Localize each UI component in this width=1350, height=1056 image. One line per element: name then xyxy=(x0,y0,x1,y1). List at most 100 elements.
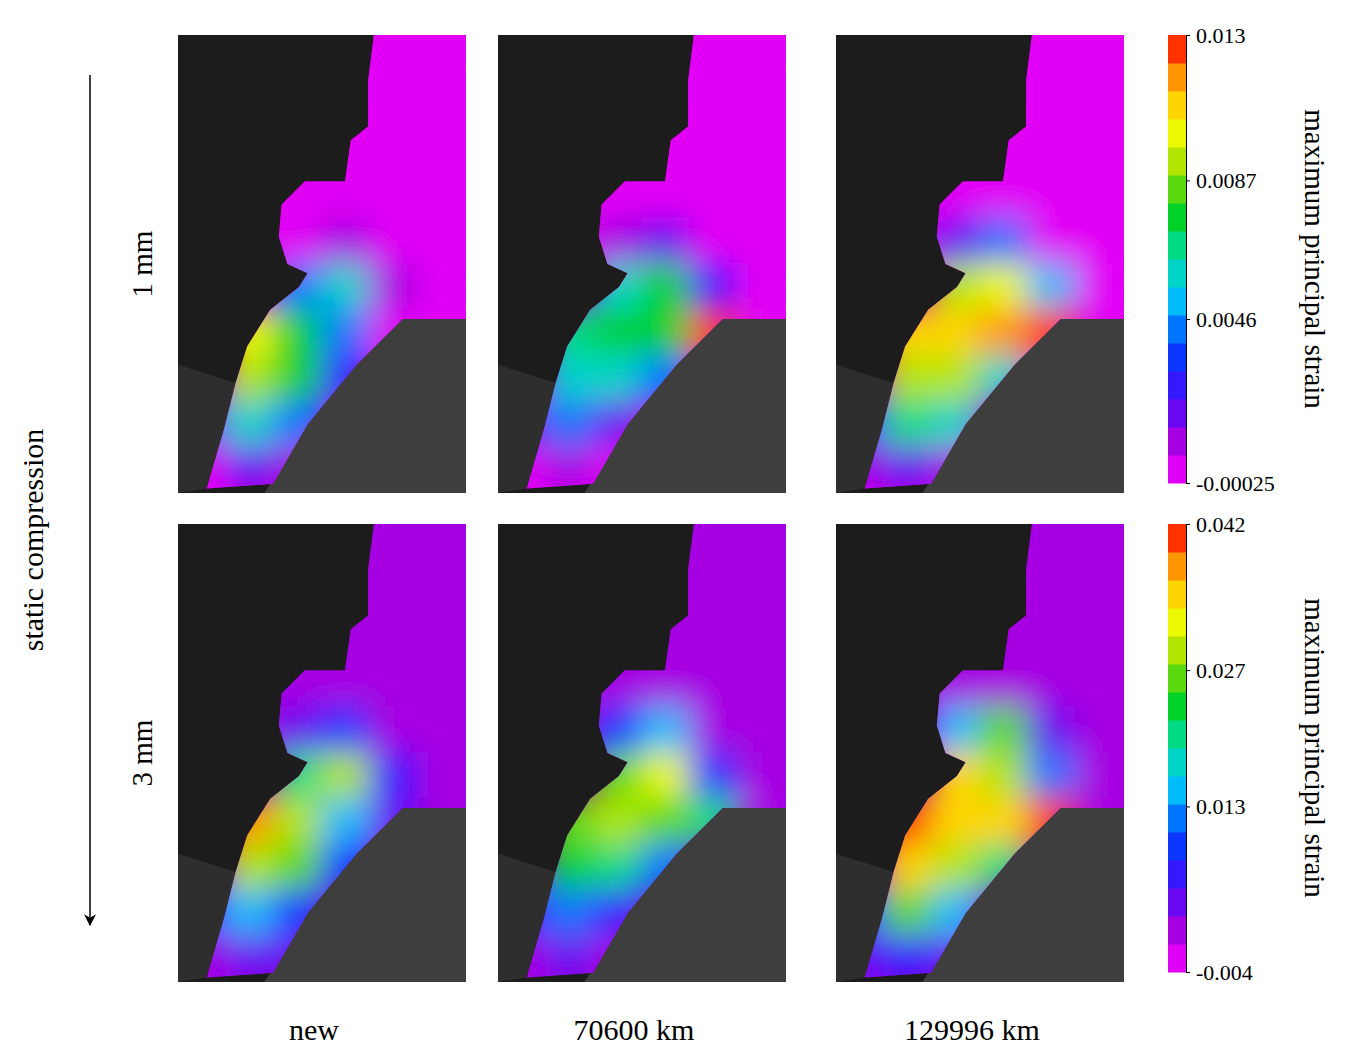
strain-cell xyxy=(417,80,467,128)
tick: 0.013 xyxy=(1186,23,1246,48)
tick-mark xyxy=(1186,670,1190,671)
strain-cell xyxy=(835,935,885,983)
strain-cell xyxy=(177,446,227,494)
strain-cell xyxy=(931,935,981,983)
colorbar-band xyxy=(1168,455,1186,484)
strain-cell xyxy=(689,523,739,571)
strain-cell xyxy=(931,309,981,357)
strain-cell xyxy=(273,798,323,846)
tick-label: 0.027 xyxy=(1196,658,1246,683)
strain-cell xyxy=(369,34,419,82)
colorbar-band xyxy=(1168,552,1186,581)
strain-cell xyxy=(931,400,981,448)
strain-cell xyxy=(737,706,787,754)
strain-cell xyxy=(593,844,643,892)
colorbar-band xyxy=(1168,916,1186,945)
strain-cell xyxy=(177,400,227,448)
strain-cell xyxy=(979,355,1029,403)
strain-cell xyxy=(737,752,787,800)
strain-cell xyxy=(273,309,323,357)
strain-cell xyxy=(931,171,981,219)
tick-label: 0.0087 xyxy=(1196,168,1257,193)
strain-cell xyxy=(225,889,275,937)
strain-cell xyxy=(369,263,419,311)
strain-cell xyxy=(321,798,371,846)
strain-cell xyxy=(1027,706,1077,754)
strain-cell xyxy=(737,34,787,82)
colorbar-band xyxy=(1168,259,1186,288)
strain-cell xyxy=(979,752,1029,800)
colorbar-band xyxy=(1168,119,1186,148)
strain-field xyxy=(497,523,787,983)
strain-cell xyxy=(883,446,933,494)
colorbar-band xyxy=(1168,287,1186,316)
colorbar-band xyxy=(1168,524,1186,553)
strain-cell xyxy=(641,309,691,357)
strain-cell xyxy=(545,889,595,937)
strain-cell xyxy=(641,263,691,311)
strain-cell xyxy=(979,171,1029,219)
strain-cell xyxy=(835,446,885,494)
strain-cell xyxy=(737,263,787,311)
colorbar-band xyxy=(1168,580,1186,609)
photo-background xyxy=(836,35,1124,493)
strain-cell xyxy=(931,660,981,708)
strain-cell xyxy=(883,844,933,892)
axis-line xyxy=(1187,525,1191,973)
strain-cell xyxy=(369,523,419,571)
strain-cell xyxy=(689,80,739,128)
strain-cell xyxy=(979,217,1029,265)
strain-cell xyxy=(1027,523,1077,571)
strain-cell xyxy=(225,798,275,846)
strain-cell xyxy=(417,523,467,571)
colorbar-band xyxy=(1168,832,1186,861)
strain-cell xyxy=(931,263,981,311)
strain-cell xyxy=(641,217,691,265)
strain-cell xyxy=(225,355,275,403)
strain-cell xyxy=(417,34,467,82)
strain-cell xyxy=(737,569,787,617)
axis-title: static compression xyxy=(16,429,49,651)
strain-cell xyxy=(545,309,595,357)
strain-cell xyxy=(273,400,323,448)
strain-cell xyxy=(497,446,547,494)
colorbar-band xyxy=(1168,203,1186,232)
strain-cell xyxy=(417,660,467,708)
strain-cell xyxy=(321,309,371,357)
strain-cell xyxy=(273,889,323,937)
strain-cell xyxy=(1075,523,1125,571)
strain-cell xyxy=(369,569,419,617)
strain-cell xyxy=(1027,263,1077,311)
strain-cell xyxy=(369,309,419,357)
strain-cell xyxy=(1075,34,1125,82)
tick: 0.0087 xyxy=(1186,168,1257,193)
strain-cells xyxy=(497,34,787,494)
strain-cell xyxy=(593,263,643,311)
strain-cell xyxy=(1027,171,1077,219)
strain-cell xyxy=(417,752,467,800)
strain-cell xyxy=(1075,706,1125,754)
tick-mark xyxy=(1186,972,1190,973)
strain-cell xyxy=(979,126,1029,174)
strain-cell xyxy=(1075,126,1125,174)
strain-cell xyxy=(417,615,467,663)
column-label: new xyxy=(289,1013,339,1046)
colorbar-band xyxy=(1168,608,1186,637)
colorbar-label: maximum principal strain xyxy=(1299,109,1331,409)
strain-cell xyxy=(369,706,419,754)
colorbar-band xyxy=(1168,35,1186,64)
strain-cell xyxy=(593,706,643,754)
strain-cell xyxy=(593,217,643,265)
strain-cell xyxy=(321,706,371,754)
panel xyxy=(835,523,1125,983)
strain-cell xyxy=(497,889,547,937)
colorbar-axis: -0.000250.00460.00870.013 xyxy=(1186,23,1275,496)
arrow xyxy=(89,75,91,925)
strain-cell xyxy=(641,615,691,663)
strain-cell xyxy=(273,706,323,754)
strain-cell xyxy=(273,446,323,494)
strain-field xyxy=(177,523,467,983)
strain-cell xyxy=(979,309,1029,357)
colorbar-band xyxy=(1168,63,1186,92)
strain-cell xyxy=(931,752,981,800)
